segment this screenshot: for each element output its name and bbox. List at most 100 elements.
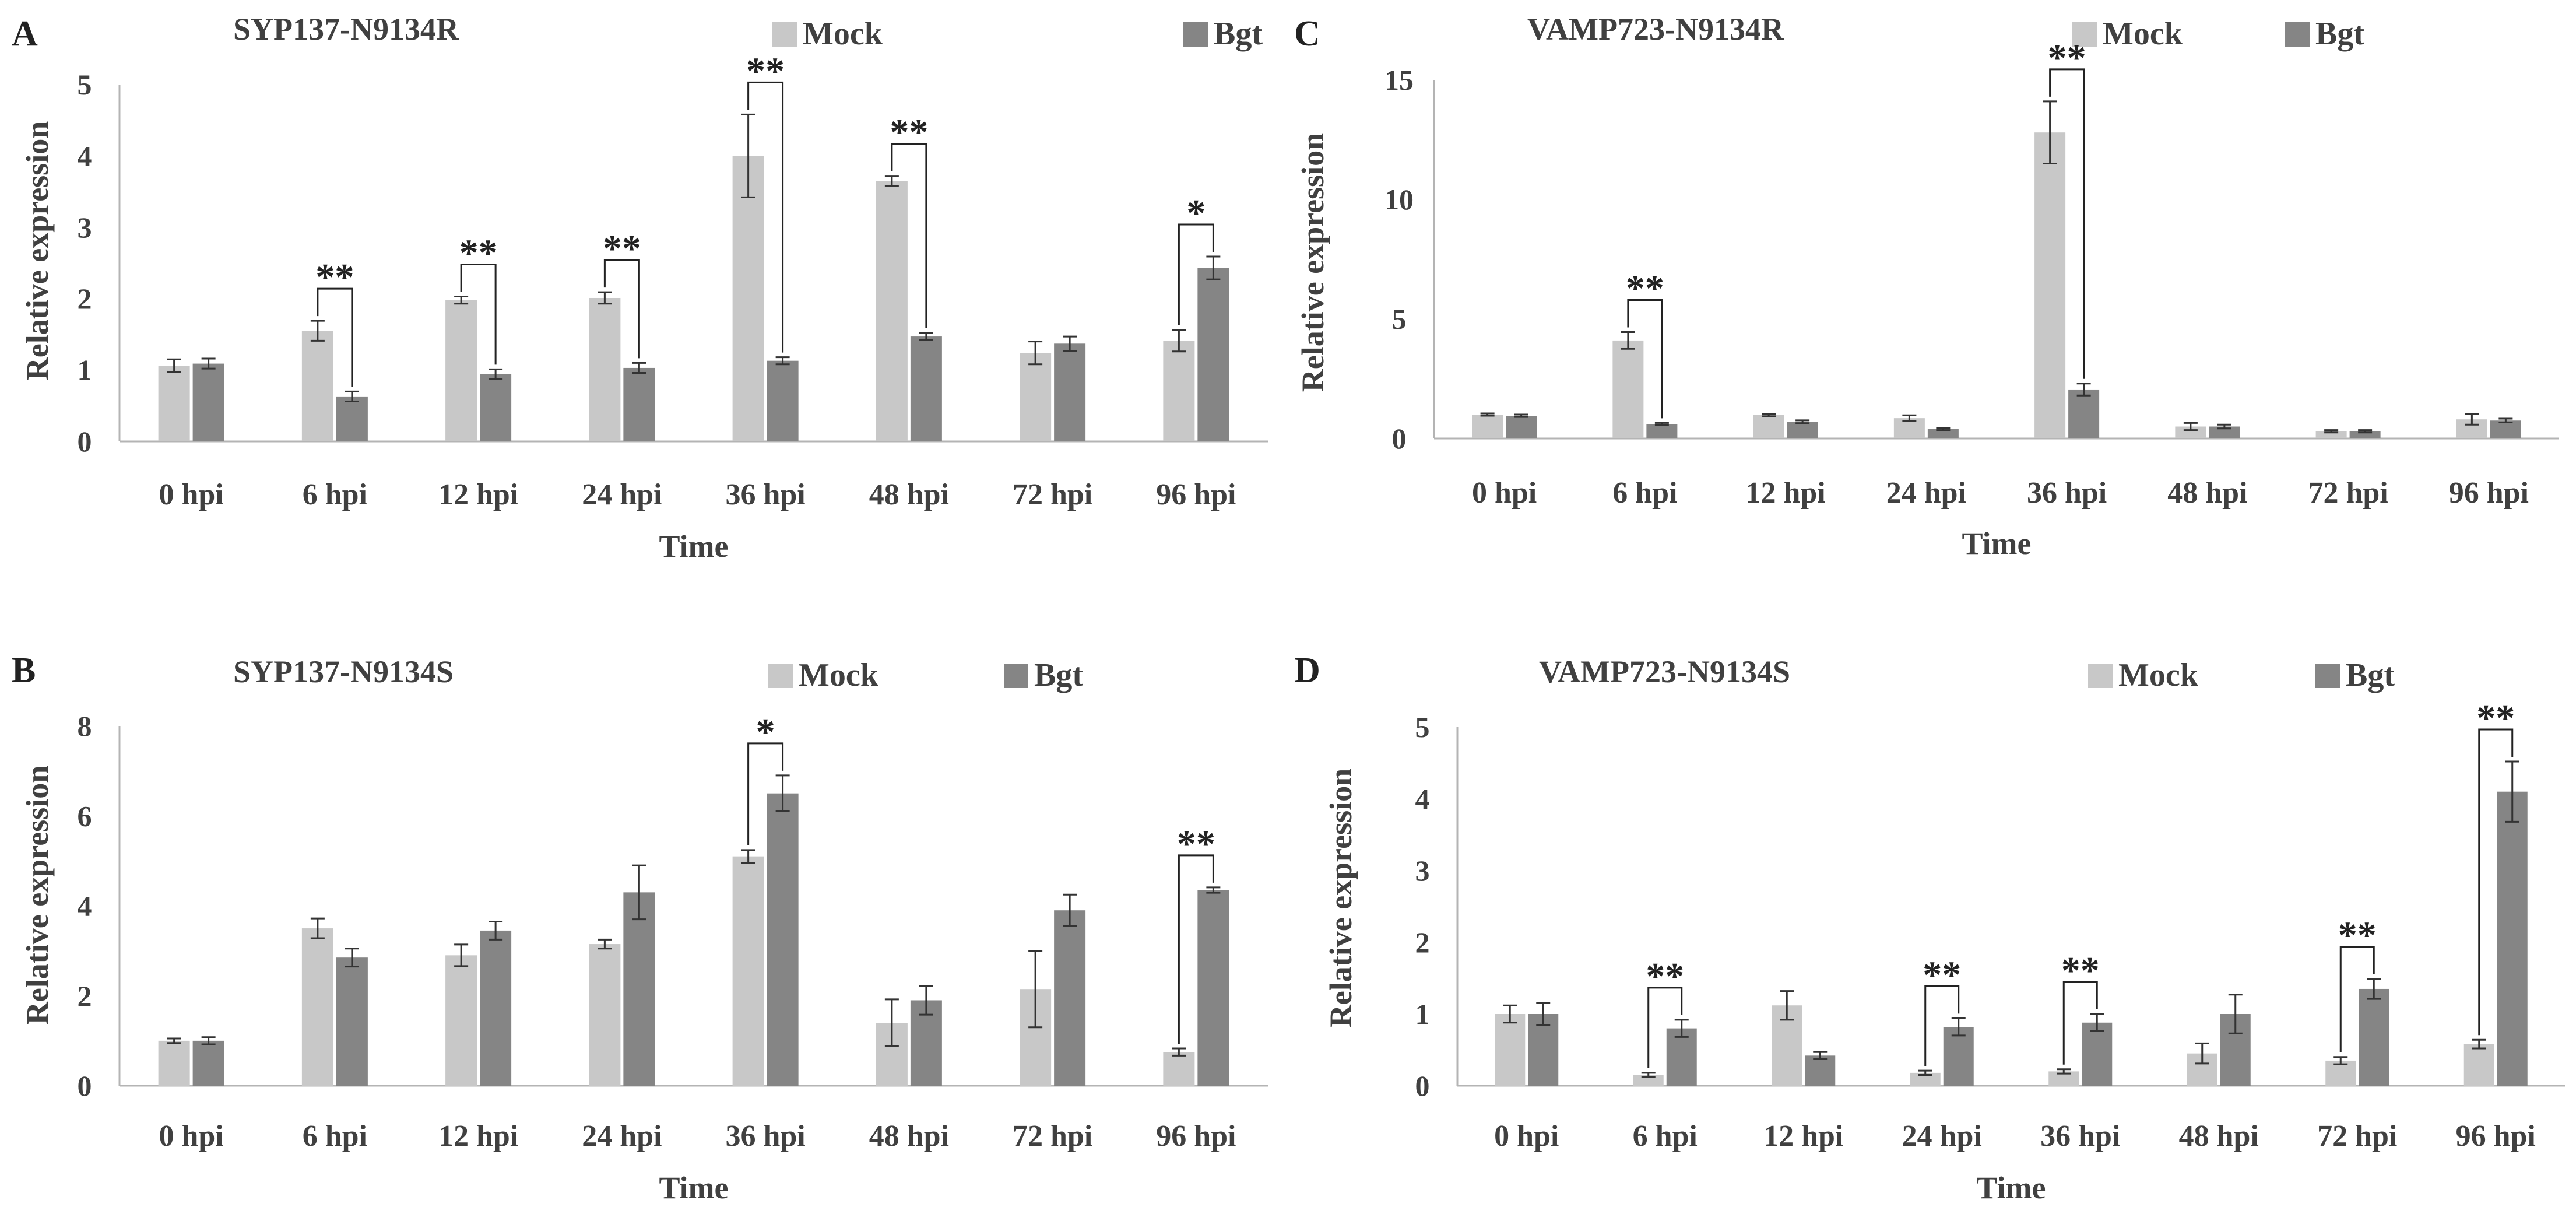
significance-mark: **	[2338, 914, 2377, 957]
bar-bgt-4	[767, 360, 799, 441]
x-tick-label: 24 hpi	[582, 478, 662, 511]
x-tick-label: 0 hpi	[159, 1120, 223, 1153]
x-tick-label: 36 hpi	[2040, 1120, 2120, 1153]
bar-bgt-0	[1528, 1014, 1559, 1086]
chart-panel-a: A SYP137-N9134R Mock Bgt 0 1 2 3 4 5 Relative expr…	[12, 12, 1268, 564]
legend-swatch-bgt	[2315, 664, 2340, 688]
bar-bgt-6	[1054, 910, 1086, 1086]
legend-label-bgt: Bgt	[2315, 16, 2364, 52]
bar-bgt-0	[192, 1040, 224, 1086]
legend-label-mock: Mock	[799, 657, 879, 693]
bar-mock-4	[732, 156, 764, 441]
y-tick-label: 5	[1392, 303, 1407, 335]
y-tick-label: 10	[1384, 183, 1414, 216]
y-tick-label: 0	[78, 425, 92, 458]
x-tick-label: 36 hpi	[725, 478, 805, 511]
panel-letter: B	[12, 651, 36, 690]
significance-mark: **	[1923, 953, 1961, 996]
legend-swatch-bgt	[1183, 22, 1208, 47]
y-axis-title: Relative expression	[1295, 133, 1330, 392]
bar-bgt-2	[1805, 1055, 1836, 1086]
y-tick-label: 15	[1384, 64, 1414, 96]
bar-mock-4	[2034, 132, 2066, 438]
bar-bgt-1	[336, 396, 368, 441]
legend-label-mock: Mock	[2118, 657, 2199, 693]
y-tick-label: 5	[78, 68, 92, 101]
significance-bracket	[2339, 946, 2375, 1052]
y-tick-label: 4	[78, 890, 92, 922]
significance-mark: **	[1177, 823, 1215, 865]
y-axis-title: Relative expression	[20, 766, 55, 1024]
x-tick-label: 96 hpi	[1156, 1120, 1236, 1153]
bar-bgt-7	[2497, 791, 2528, 1086]
x-tick-label: 96 hpi	[2456, 1120, 2536, 1153]
y-tick-label: 2	[78, 980, 92, 1012]
y-axis-title: Relative expression	[20, 121, 55, 380]
bar-bgt-3	[623, 367, 655, 441]
bar-mock-2	[445, 955, 477, 1086]
y-tick-label: 0	[1415, 1069, 1430, 1102]
bar-bgt-6	[1054, 343, 1086, 441]
chart-panel-b: B SYP137-N9134S Mock Bgt 0 2 4 6 8 Relative expre…	[12, 651, 1268, 1205]
bar-mock-7	[1163, 341, 1195, 441]
bar-mock-3	[1910, 1072, 1941, 1086]
legend-label-mock: Mock	[2103, 16, 2183, 52]
y-tick-label: 5	[1415, 711, 1430, 743]
x-tick-label: 12 hpi	[1763, 1120, 1843, 1153]
significance-mark: *	[1186, 192, 1206, 234]
bar-bgt-1	[1646, 424, 1678, 438]
significance-bracket	[2062, 981, 2098, 1065]
x-axis-title: Time	[659, 529, 729, 564]
bar-bgt-1	[1666, 1028, 1697, 1086]
significance-bracket	[2049, 68, 2085, 379]
x-axis-title: Time	[659, 1170, 729, 1205]
x-tick-label: 72 hpi	[1013, 478, 1092, 511]
bar-mock-5	[876, 181, 908, 441]
bar-bgt-3	[1927, 429, 1959, 438]
legend-swatch-mock	[2072, 22, 2097, 47]
x-tick-label: 0 hpi	[159, 478, 223, 511]
y-tick-label: 3	[78, 211, 92, 244]
significance-bracket	[747, 742, 784, 845]
significance-mark: **	[2048, 37, 2086, 79]
significance-bracket	[603, 259, 640, 359]
significance-bracket	[1627, 299, 1663, 419]
y-tick-label: 6	[78, 799, 92, 832]
x-tick-label: 6 hpi	[1612, 476, 1677, 510]
x-tick-label: 6 hpi	[303, 478, 367, 511]
bar-mock-0	[1472, 415, 1503, 438]
significance-bracket	[1647, 987, 1683, 1068]
panel-letter: C	[1294, 14, 1320, 54]
legend-swatch-mock	[768, 664, 793, 688]
bar-bgt-4	[2068, 389, 2100, 438]
significance-mark: **	[2061, 949, 2100, 992]
significance-bracket	[317, 287, 353, 387]
bar-bgt-3	[623, 892, 655, 1086]
bar-bgt-5	[2209, 426, 2240, 438]
significance-mark: **	[746, 50, 785, 92]
bar-bgt-2	[480, 930, 512, 1086]
x-tick-label: 24 hpi	[1886, 476, 1966, 510]
bar-mock-4	[732, 856, 764, 1086]
significance-mark: **	[1646, 955, 1684, 998]
y-tick-label: 0	[78, 1069, 92, 1102]
legend-label-bgt: Bgt	[1214, 16, 1263, 52]
bar-bgt-7	[1197, 268, 1229, 441]
significance-mark: **	[315, 256, 354, 299]
x-tick-label: 72 hpi	[1013, 1120, 1092, 1153]
x-tick-label: 0 hpi	[1472, 476, 1537, 510]
bar-mock-7	[1163, 1052, 1195, 1086]
y-tick-label: 0	[1392, 422, 1407, 455]
legend-swatch-bgt	[2285, 22, 2310, 47]
chart-panel-c: C VAMP723-N9134R Mock Bgt 0 5 10 15 Relative exp…	[1294, 12, 2559, 561]
significance-mark: **	[890, 111, 928, 154]
x-tick-label: 12 hpi	[1745, 476, 1825, 510]
significance-mark: *	[756, 711, 775, 753]
bar-mock-3	[589, 944, 621, 1086]
x-tick-label: 36 hpi	[2027, 476, 2107, 510]
bar-bgt-0	[1506, 416, 1537, 438]
bar-mock-3	[589, 297, 621, 441]
x-tick-label: 6 hpi	[1633, 1120, 1698, 1153]
bar-bgt-5	[910, 336, 942, 441]
